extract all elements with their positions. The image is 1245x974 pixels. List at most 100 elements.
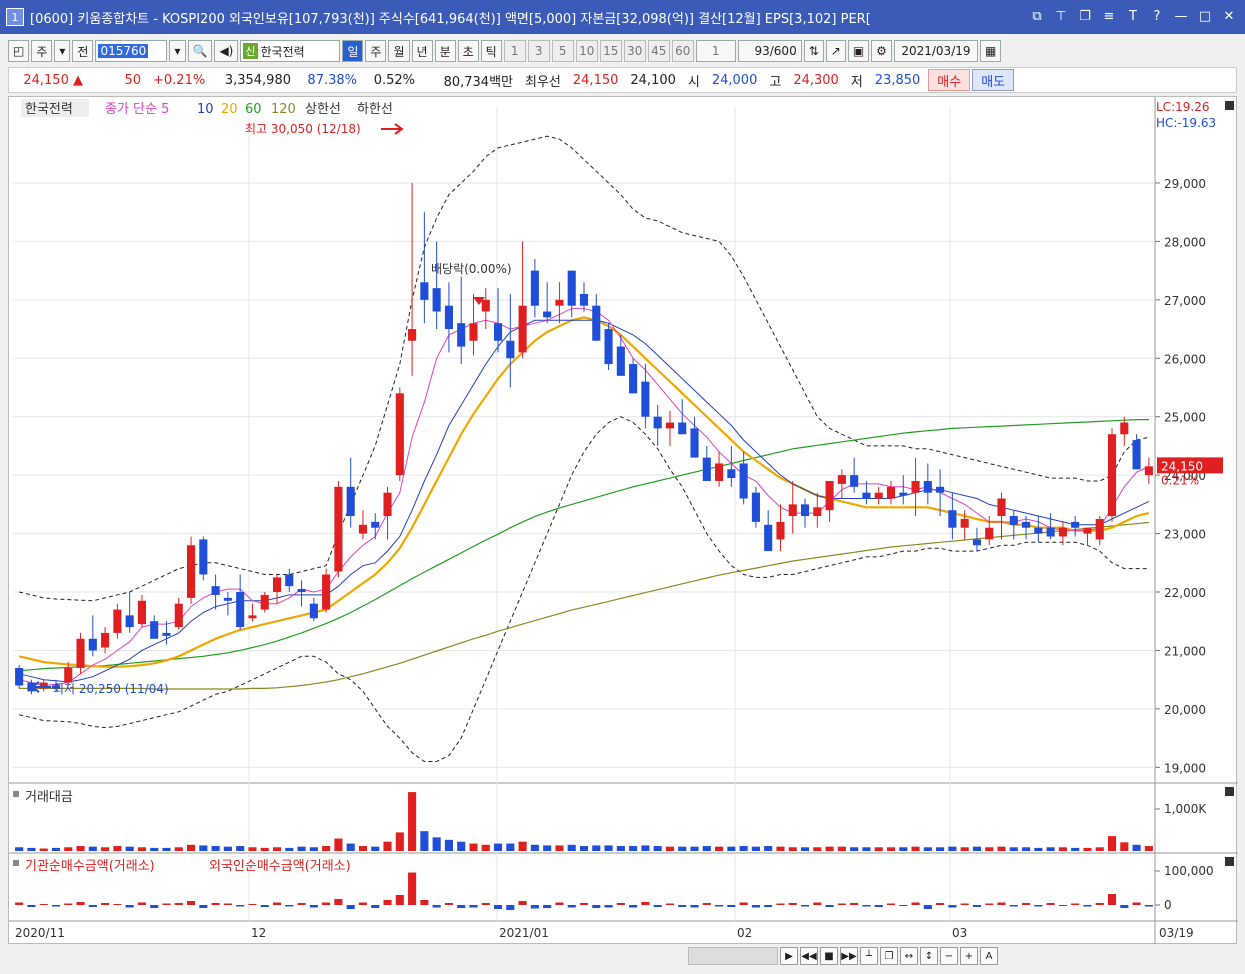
draw-icon[interactable]: ↗: [825, 40, 846, 62]
volume-bar: [137, 847, 146, 851]
chevron-down-icon[interactable]: ▾: [54, 40, 71, 62]
minute-45[interactable]: 45: [647, 40, 670, 62]
flow-bar: [530, 905, 539, 909]
font-icon[interactable]: T: [1129, 8, 1137, 24]
period-second[interactable]: 초: [457, 40, 479, 62]
high-annotation: 최고 30,050 (12/18): [245, 122, 361, 136]
period-year[interactable]: 년: [411, 40, 433, 62]
candle-body: [223, 597, 232, 601]
flow-bar: [579, 903, 589, 905]
period-week[interactable]: 주: [365, 40, 387, 62]
up-arrow-icon: ▲: [73, 72, 83, 88]
all-button[interactable]: 전: [72, 40, 94, 62]
price-tick-label: 19,000: [1164, 761, 1206, 775]
chevron-down-icon[interactable]: ▾: [169, 40, 186, 62]
flow-bar: [322, 902, 331, 905]
flow-bar: [886, 903, 896, 905]
minute-5[interactable]: 5: [551, 40, 574, 62]
minimize-icon[interactable]: —: [1174, 8, 1188, 24]
close-icon[interactable]: ✕: [1223, 8, 1235, 24]
count-select[interactable]: 1: [695, 40, 736, 62]
open-price: 24,000: [711, 72, 758, 88]
flow-bar: [51, 905, 61, 907]
pin-icon[interactable]: ⊤: [1055, 8, 1067, 24]
volume-bar: [395, 832, 404, 851]
help-icon[interactable]: ?: [1153, 8, 1161, 24]
type-select[interactable]: 주: [31, 40, 53, 62]
volume-bar: [665, 846, 675, 851]
layout-icon[interactable]: ◰: [8, 40, 30, 62]
candle-body: [457, 323, 466, 347]
price-chart[interactable]: 29,00028,00027,00026,00025,00024,00023,0…: [9, 97, 1238, 945]
flow-bar: [334, 899, 343, 905]
stop-icon[interactable]: ■: [820, 947, 838, 965]
play-icon[interactable]: ▶: [780, 947, 798, 965]
copy-icon[interactable]: ❐: [880, 947, 898, 965]
candle-body: [187, 545, 196, 598]
link-icon[interactable]: ⧉: [1032, 8, 1042, 24]
minute-3[interactable]: 3: [527, 40, 550, 62]
date-input[interactable]: 2021/03/19: [893, 40, 978, 62]
flow-bar: [187, 901, 196, 905]
title-bar: 1 [0600] 키움종합차트 - KOSPI200 외국인보유[107,793…: [0, 0, 1245, 34]
period-month[interactable]: 월: [388, 40, 410, 62]
copy-icon[interactable]: ❐: [1079, 8, 1091, 24]
low-price: 23,850: [874, 72, 921, 88]
flow-bar: [862, 905, 871, 907]
minute-15[interactable]: 15: [599, 40, 622, 62]
candle-body: [530, 270, 539, 306]
candle-body: [1046, 527, 1055, 537]
price-tick-label: 21,000: [1164, 644, 1206, 658]
candle-body: [911, 480, 920, 493]
rewind-icon[interactable]: ◀◀: [800, 947, 818, 965]
minute-60[interactable]: 60: [671, 40, 694, 62]
chart-scrollbar[interactable]: [688, 947, 778, 965]
forward-icon[interactable]: ▶▶: [840, 947, 858, 965]
search-icon[interactable]: 🔍: [187, 40, 213, 62]
candle-body: [15, 667, 24, 686]
text-icon[interactable]: A: [980, 947, 998, 965]
stack-icon[interactable]: ≡: [1103, 8, 1115, 24]
price-tick-label: 28,000: [1164, 235, 1206, 249]
best-bid: 24,100: [630, 72, 676, 88]
zoom-in-icon[interactable]: ↕: [920, 947, 938, 965]
view-count[interactable]: 93/600: [737, 40, 802, 62]
minute-30[interactable]: 30: [623, 40, 646, 62]
speaker-icon[interactable]: ◀): [214, 40, 239, 62]
ruler-icon[interactable]: ┴: [860, 947, 878, 965]
candle-body: [715, 463, 724, 481]
flow-bar: [223, 903, 232, 905]
high-price: 24,300: [793, 72, 839, 88]
volume-bar: [1058, 847, 1067, 851]
buy-button[interactable]: 매수: [928, 69, 971, 91]
flow-bar: [64, 903, 73, 905]
save-icon[interactable]: ▣: [847, 40, 870, 62]
volume-bar: [1132, 844, 1141, 851]
maximize-icon[interactable]: □: [1198, 8, 1212, 24]
flow-bar: [936, 903, 945, 905]
minute-1[interactable]: 1: [503, 40, 526, 62]
panel-marker-icon: [13, 791, 19, 797]
stock-code-input[interactable]: 015760: [95, 40, 168, 62]
chart-area[interactable]: 29,000 28,000 27,000 26,000 25,000 24,000 23,0…: [8, 96, 1238, 945]
sell-button[interactable]: 매도: [972, 69, 1015, 91]
volume-bar: [113, 846, 122, 851]
stock-name-box[interactable]: 신 한국전력: [240, 40, 341, 62]
ma5-line: [18, 308, 1150, 687]
minute-10[interactable]: 10: [575, 40, 598, 62]
gear-icon[interactable]: ⚙: [871, 40, 892, 62]
minus-icon[interactable]: −: [940, 947, 958, 965]
indicator-icon[interactable]: ⇅: [803, 40, 824, 62]
volume-bar: [567, 844, 576, 851]
plus-icon[interactable]: +: [960, 947, 978, 965]
x-tick-label: 2021/01: [499, 926, 549, 940]
window-title: [0600] 키움종합차트 - KOSPI200 외국인보유[107,793(천…: [30, 11, 871, 27]
flow-bar: [715, 905, 724, 907]
flow-axis-top: 100,000: [1164, 864, 1214, 878]
period-day[interactable]: 일: [342, 40, 364, 62]
zoom-out-icon[interactable]: ↔: [900, 947, 918, 965]
period-minute[interactable]: 분: [434, 40, 456, 62]
calendar-icon[interactable]: ▦: [979, 40, 1002, 62]
flow-bar: [751, 905, 760, 908]
period-tick[interactable]: 틱: [480, 40, 502, 62]
